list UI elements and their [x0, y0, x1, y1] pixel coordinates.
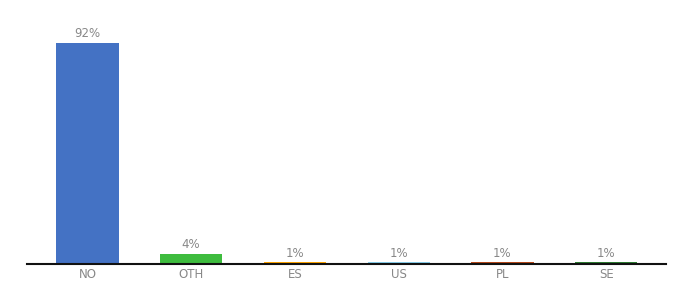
Text: 1%: 1% [390, 247, 408, 260]
Text: 4%: 4% [182, 238, 201, 251]
Bar [575, 262, 637, 264]
Bar [471, 262, 534, 264]
Text: 1%: 1% [493, 247, 512, 260]
Bar [56, 43, 118, 264]
Bar [160, 254, 222, 264]
Text: 92%: 92% [74, 27, 101, 40]
Bar [368, 262, 430, 264]
Text: 1%: 1% [286, 247, 304, 260]
Text: 1%: 1% [597, 247, 615, 260]
Bar [264, 262, 326, 264]
